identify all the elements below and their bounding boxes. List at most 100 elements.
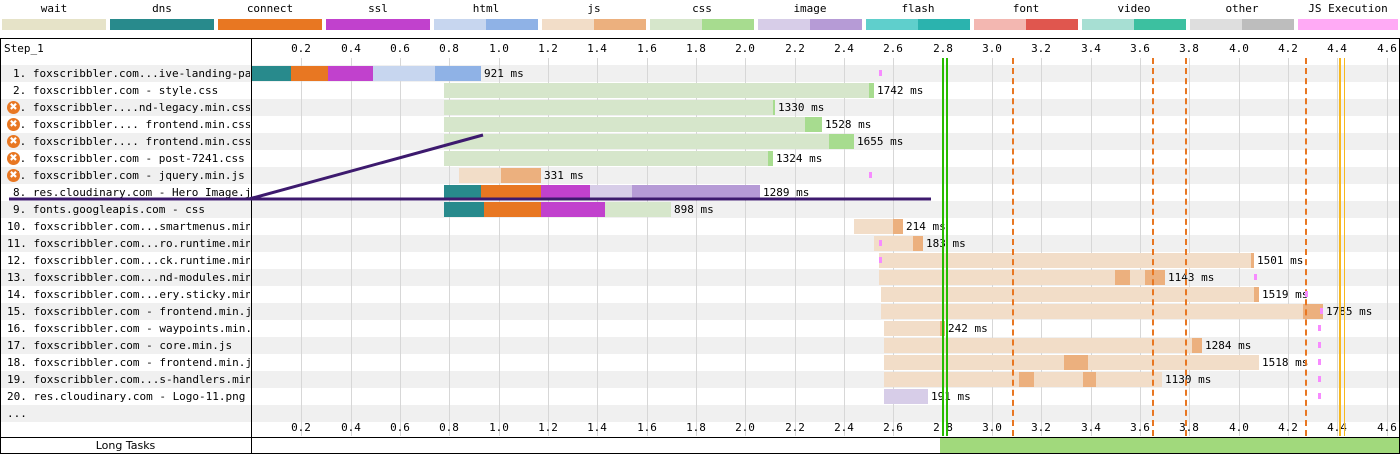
request-label[interactable]: 14. foxscribbler.com...ery.sticky.min.js	[7, 288, 250, 301]
request-row[interactable]	[1, 405, 1399, 422]
request-bar-segment[interactable]	[881, 287, 1254, 302]
request-bar-segment[interactable]	[884, 321, 940, 336]
request-bar-segment[interactable]	[444, 202, 484, 217]
request-bar-segment[interactable]	[435, 66, 481, 81]
request-bar-segment[interactable]	[605, 202, 671, 217]
legend-label: JS Execution	[1308, 2, 1388, 15]
request-label[interactable]: 5. foxscribbler.... frontend.min.css	[13, 135, 250, 148]
legend-label: flash	[901, 2, 935, 15]
request-bar-segment[interactable]	[1192, 338, 1202, 353]
request-bar-segment[interactable]	[884, 338, 1192, 353]
request-bar-segment[interactable]	[805, 117, 822, 132]
request-bar-segment[interactable]	[444, 117, 805, 132]
request-bar-segment[interactable]	[768, 151, 773, 166]
request-label[interactable]: 2. foxscribbler.com - style.css	[13, 84, 219, 97]
request-row[interactable]	[1, 235, 1399, 252]
request-label[interactable]: 20. res.cloudinary.com - Logo-11.png	[7, 390, 246, 403]
request-bar-segment[interactable]	[1251, 253, 1254, 268]
request-bar-segment[interactable]	[444, 100, 773, 115]
js-execution-mark	[879, 70, 882, 76]
gridline	[696, 58, 697, 436]
request-label[interactable]: 17. foxscribbler.com - core.min.js	[7, 339, 233, 352]
request-duration: 1518 ms	[1262, 356, 1309, 369]
request-bar-segment[interactable]	[884, 355, 1064, 370]
request-bar-segment[interactable]	[541, 202, 605, 217]
request-bar-segment[interactable]	[1130, 270, 1145, 285]
axis-tick-label: 4.2	[1278, 421, 1298, 434]
request-bar-segment[interactable]	[874, 236, 913, 251]
request-bar-segment[interactable]	[590, 185, 632, 200]
request-bar-segment[interactable]	[1019, 372, 1034, 387]
request-bar-segment[interactable]	[1096, 372, 1162, 387]
request-bar-segment[interactable]	[1088, 355, 1259, 370]
request-bar-segment[interactable]	[501, 168, 541, 183]
request-label[interactable]: 15. foxscribbler.com - frontend.min.js	[7, 305, 250, 318]
request-bar-segment[interactable]	[444, 83, 869, 98]
request-bar-segment[interactable]	[854, 219, 893, 234]
request-bar-segment[interactable]	[879, 270, 1115, 285]
gridline	[844, 58, 845, 436]
axis-tick-label: 2.2	[785, 42, 805, 55]
long-tasks-label: Long Tasks	[95, 439, 156, 452]
request-bar-segment[interactable]	[484, 202, 541, 217]
request-bar-segment[interactable]	[1083, 372, 1096, 387]
request-bar-segment[interactable]	[1064, 355, 1088, 370]
request-bar-segment[interactable]	[903, 389, 928, 404]
js-execution-mark	[1318, 376, 1321, 382]
request-label[interactable]: 12. foxscribbler.com...ck.runtime.min.js	[7, 254, 250, 267]
request-bar-segment[interactable]	[444, 185, 481, 200]
request-duration: 898 ms	[674, 203, 714, 216]
request-bar-segment[interactable]	[444, 134, 829, 149]
request-row[interactable]	[1, 201, 1399, 218]
request-duration: 1130 ms	[1165, 373, 1212, 386]
request-bar-segment[interactable]	[373, 66, 435, 81]
request-label[interactable]: 7. foxscribbler.com - jquery.min.js	[13, 169, 245, 182]
js-execution-mark	[1320, 308, 1323, 314]
dom-content-loaded-marker	[1305, 58, 1307, 436]
request-label[interactable]: 19. foxscribbler.com...s-handlers.min.js	[7, 373, 250, 386]
request-bar-segment[interactable]	[1303, 304, 1323, 319]
request-bar-segment[interactable]	[773, 100, 775, 115]
long-tasks-divider	[1, 437, 1399, 438]
request-bar-segment[interactable]	[884, 389, 903, 404]
axis-tick-label: 0.2	[291, 421, 311, 434]
request-bar-segment[interactable]	[913, 236, 923, 251]
request-label[interactable]: 11. foxscribbler.com...ro.runtime.min.js	[7, 237, 250, 250]
axis-tick-label: 1.6	[637, 42, 657, 55]
request-bar-segment[interactable]	[1034, 372, 1083, 387]
request-bar-segment[interactable]	[444, 151, 768, 166]
gridline	[400, 58, 401, 436]
request-bar-segment[interactable]	[459, 168, 501, 183]
request-bar-segment[interactable]	[541, 185, 590, 200]
js-execution-mark	[1318, 342, 1321, 348]
request-bar-segment[interactable]	[328, 66, 373, 81]
axis-tick-label: 1.4	[587, 42, 607, 55]
request-bar-segment[interactable]	[1254, 287, 1259, 302]
request-bar-segment[interactable]	[881, 304, 1303, 319]
request-label[interactable]: 10. foxscribbler.com...smartmenus.min.js	[7, 220, 250, 233]
request-bar-segment[interactable]	[829, 134, 854, 149]
request-bar-segment[interactable]	[884, 372, 1019, 387]
waterfall-chart: Step_1 0.2 0.4 0.6 0.8 1.0 1.2 1.4 1.6 1.8 2.0 2.2…	[0, 38, 1400, 454]
request-bar-segment[interactable]	[879, 253, 1251, 268]
request-label[interactable]: 16. foxscribbler.com - waypoints.min.js	[7, 322, 250, 335]
request-bar-segment[interactable]	[1145, 270, 1165, 285]
request-label[interactable]: 8. res.cloudinary.com - Hero_Image.jpg	[13, 186, 250, 199]
request-bar-segment[interactable]	[1115, 270, 1130, 285]
gridline	[301, 58, 302, 436]
request-label[interactable]: 9. fonts.googleapis.com - css	[13, 203, 206, 216]
request-label[interactable]: 1. foxscribbler.com...ive-landing-page/	[13, 67, 250, 80]
request-label[interactable]: 18. foxscribbler.com - frontend.min.js	[7, 356, 250, 369]
axis-tick-label: 0.8	[439, 42, 459, 55]
request-bar-segment[interactable]	[632, 185, 760, 200]
request-label[interactable]: ...	[7, 407, 27, 420]
legend-label: video	[1117, 2, 1151, 15]
request-label[interactable]: 13. foxscribbler.com...nd-modules.min.js	[7, 271, 250, 284]
request-bar-segment[interactable]	[893, 219, 903, 234]
request-duration: 1655 ms	[857, 135, 904, 148]
legend-item: video	[1080, 0, 1188, 36]
request-bar-segment[interactable]	[481, 185, 541, 200]
request-bar-segment[interactable]	[252, 66, 291, 81]
request-bar-segment[interactable]	[291, 66, 328, 81]
request-bar-segment[interactable]	[869, 83, 874, 98]
